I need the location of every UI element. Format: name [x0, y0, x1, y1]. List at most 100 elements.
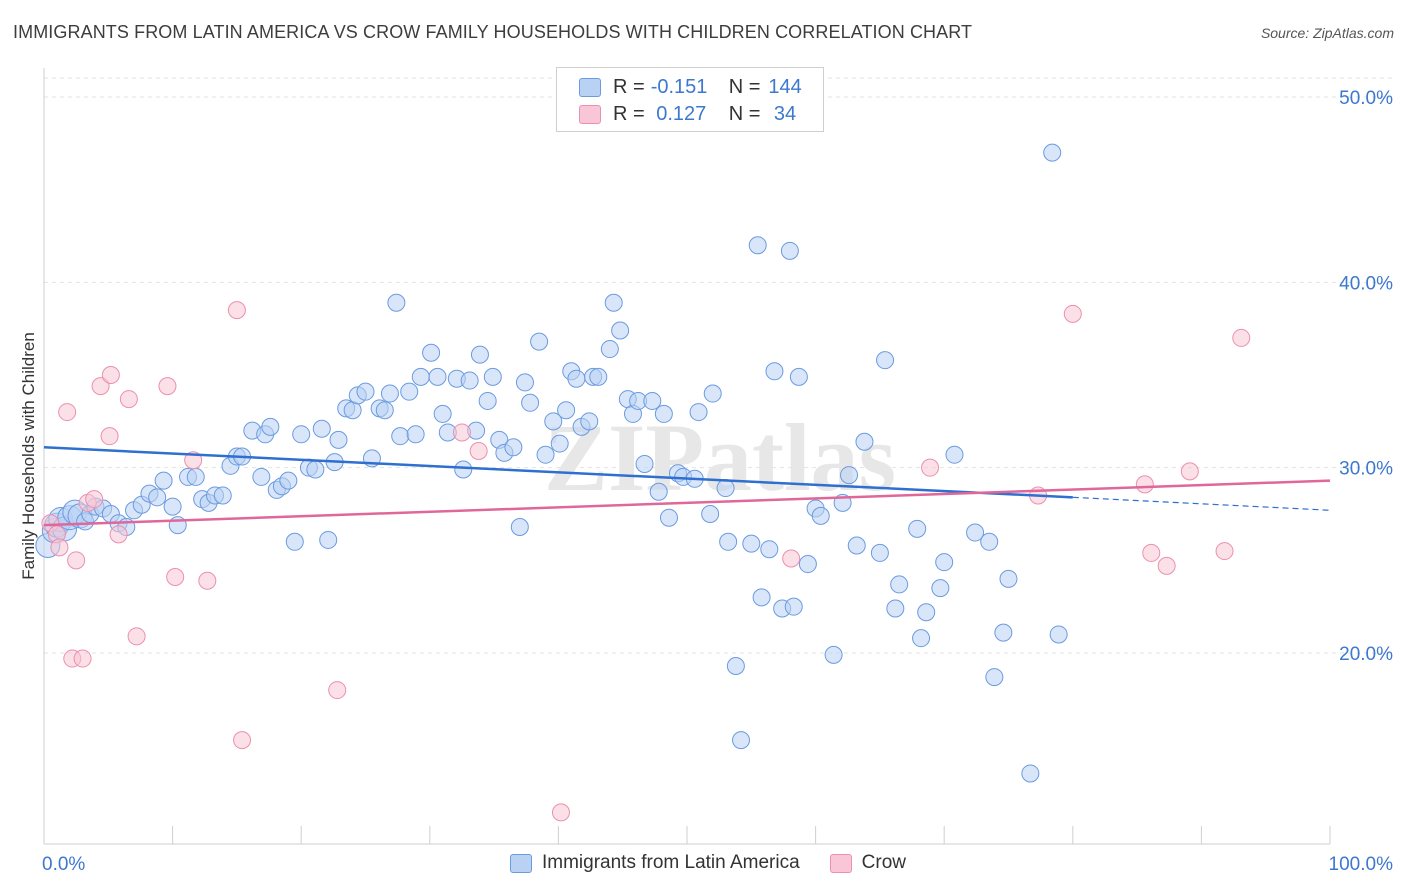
data-point: [328, 681, 347, 700]
data-point: [780, 241, 799, 260]
data-point: [659, 508, 678, 527]
r-value: -0.151: [650, 75, 708, 98]
data-point: [166, 568, 185, 587]
data-point: [567, 369, 586, 388]
trend-lines: [43, 446, 1331, 527]
n-value: 144: [768, 75, 802, 98]
data-point: [994, 623, 1013, 642]
trend-line-crow: [43, 479, 1331, 527]
data-point: [931, 579, 950, 598]
data-point: [748, 236, 767, 255]
data-point: [73, 649, 92, 668]
data-point: [703, 384, 722, 403]
data-point: [109, 525, 128, 544]
data-point: [716, 479, 735, 498]
data-point: [101, 366, 120, 384]
y-tick-label: 20.0%: [1339, 644, 1393, 665]
legend-label-immigrants: Immigrants from Latin America: [542, 852, 800, 873]
data-point: [380, 384, 399, 403]
series-legend: Immigrants from Latin America Crow: [510, 852, 936, 874]
stats-legend: R = -0.151 N = 144 R = 0.127 N = 34: [556, 67, 824, 132]
data-point: [91, 377, 110, 396]
data-point: [510, 517, 529, 536]
data-point: [483, 367, 502, 386]
data-point: [521, 393, 540, 412]
data-point: [387, 293, 406, 312]
data-point: [1021, 764, 1040, 783]
data-point: [1215, 542, 1234, 561]
data-point: [460, 371, 479, 390]
data-point: [732, 731, 751, 750]
data-point: [213, 486, 232, 505]
data-point: [870, 543, 889, 562]
data-point: [227, 301, 246, 320]
swatch-crow: [579, 104, 601, 124]
data-point: [433, 404, 452, 423]
data-point: [811, 506, 830, 525]
data-point: [58, 403, 77, 422]
data-point: [515, 373, 534, 392]
swatch-crow: [829, 853, 852, 873]
axes: [43, 68, 1331, 845]
data-point: [375, 401, 394, 420]
data-point: [649, 482, 668, 501]
data-point: [428, 367, 447, 386]
data-point: [1157, 556, 1176, 575]
n-label: N =: [728, 102, 761, 125]
data-point: [504, 438, 523, 457]
data-point: [530, 332, 549, 351]
data-point: [876, 351, 895, 370]
data-point: [391, 427, 410, 446]
data-point: [855, 432, 874, 451]
stats-row-crow: R = 0.127 N = 34: [579, 101, 796, 127]
data-point: [580, 412, 599, 431]
data-point: [985, 668, 1004, 687]
data-point: [935, 553, 954, 572]
data-point: [840, 466, 859, 485]
data-point: [886, 599, 905, 618]
data-point: [261, 417, 280, 436]
r-value: 0.127: [650, 102, 707, 125]
data-point: [921, 458, 940, 477]
x-tick-label: 100.0%: [1329, 854, 1394, 875]
data-point: [966, 523, 985, 542]
n-value: 34: [768, 102, 797, 125]
data-point: [557, 401, 576, 420]
data-point: [127, 627, 146, 646]
data-point: [478, 391, 497, 410]
y-axis-label: Family Households with Children: [19, 332, 38, 580]
data-point: [635, 454, 654, 473]
data-point: [798, 555, 817, 574]
trend-line-immigrants: [43, 446, 1073, 499]
data-point: [847, 536, 866, 555]
swatch-immigrants: [579, 77, 601, 97]
r-label: R =: [613, 75, 645, 98]
data-point: [752, 588, 771, 607]
data-point: [760, 540, 779, 559]
data-point: [536, 445, 555, 464]
source-label: Source: ZipAtlas.com: [1260, 25, 1394, 41]
data-point: [765, 362, 784, 381]
data-point: [67, 551, 86, 570]
data-point: [406, 425, 425, 444]
data-point: [292, 425, 311, 444]
data-point: [824, 645, 843, 664]
data-point: [689, 403, 708, 422]
data-point: [252, 467, 271, 486]
grid-lines: [44, 77, 1392, 654]
data-point: [890, 575, 909, 594]
x-tick-label: 0.0%: [42, 854, 85, 875]
data-point: [1142, 543, 1161, 562]
legend-item-crow[interactable]: Crow: [829, 852, 906, 874]
data-point: [50, 538, 69, 557]
legend-item-immigrants[interactable]: Immigrants from Latin America: [510, 852, 800, 874]
data-point: [186, 467, 205, 486]
data-point: [158, 377, 177, 396]
data-point: [550, 434, 569, 453]
trend-line-immigrants-extension: [1072, 496, 1331, 511]
swatch-immigrants: [510, 853, 532, 873]
tick-labels: 20.0% 30.0% 40.0% 50.0% 0.0% 100.0%: [42, 88, 1393, 875]
data-point: [1232, 328, 1251, 347]
data-point: [1049, 625, 1068, 644]
